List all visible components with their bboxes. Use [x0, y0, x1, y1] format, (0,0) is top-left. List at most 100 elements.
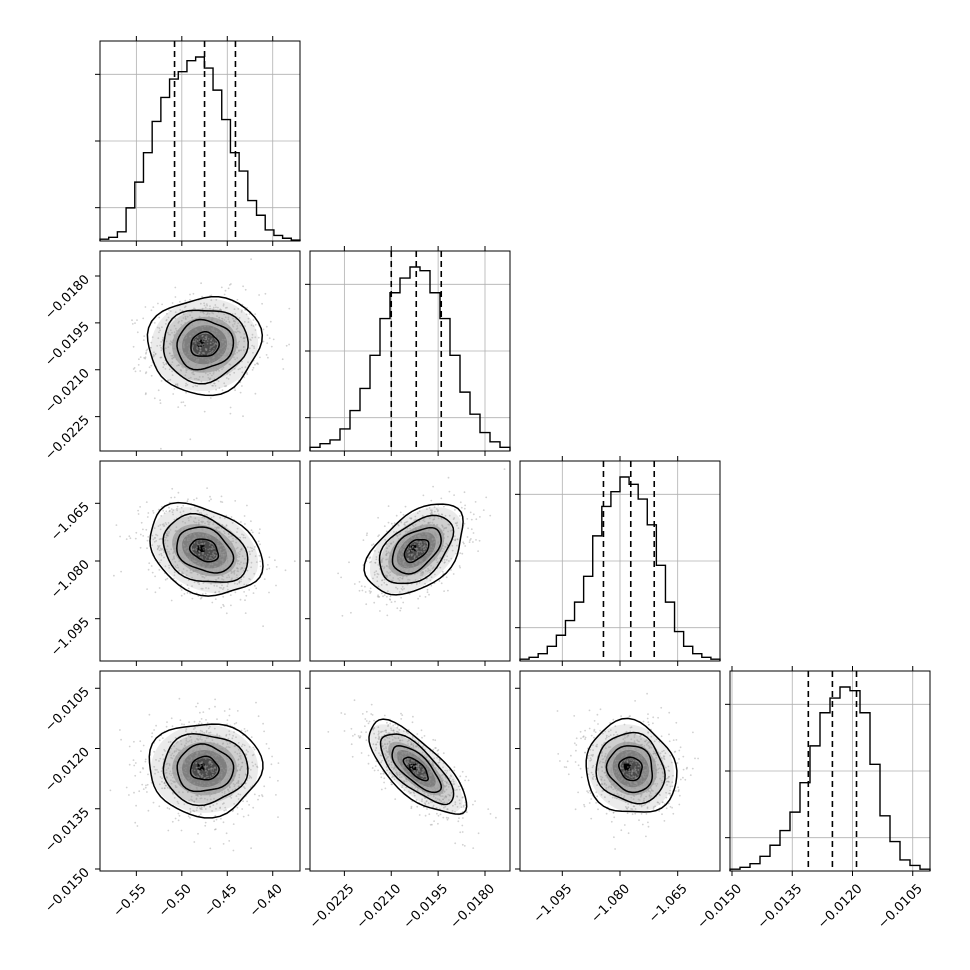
- scatter-point: [222, 331, 224, 333]
- scatter-point: [213, 356, 216, 359]
- scatter-point: [596, 713, 599, 716]
- scatter-point: [146, 547, 148, 550]
- scatter-point: [208, 731, 211, 734]
- scatter-point: [212, 804, 215, 806]
- scatter-point: [410, 744, 412, 746]
- scatter-point: [255, 701, 257, 704]
- scatter-point: [193, 307, 195, 310]
- scatter-point: [233, 350, 236, 353]
- scatter-point: [151, 534, 154, 537]
- scatter-point: [254, 392, 257, 395]
- scatter-point: [447, 786, 450, 788]
- scatter-point: [205, 567, 208, 570]
- scatter-point: [416, 535, 419, 537]
- scatter-point: [204, 592, 207, 595]
- scatter-point: [209, 307, 211, 310]
- scatter-point: [204, 547, 207, 550]
- scatter-point: [418, 564, 420, 567]
- scatter-point: [183, 557, 186, 560]
- scatter-point: [161, 737, 164, 739]
- scatter-point: [437, 784, 440, 786]
- scatter-point: [436, 812, 438, 815]
- scatter-point: [184, 359, 187, 361]
- scatter-point: [418, 814, 421, 816]
- scatter-point: [373, 571, 376, 574]
- scatter-point: [218, 566, 221, 569]
- scatter-point: [204, 769, 207, 772]
- scatter-point: [240, 745, 243, 748]
- scatter-point: [203, 304, 206, 307]
- scatter-point: [459, 501, 462, 504]
- scatter-point: [192, 340, 195, 343]
- scatter-point: [452, 573, 455, 575]
- scatter-point: [375, 743, 378, 746]
- scatter-point: [417, 772, 419, 775]
- scatter-point: [410, 535, 412, 538]
- scatter-point: [242, 576, 245, 578]
- scatter-point: [200, 718, 203, 720]
- scatter-point: [422, 546, 424, 549]
- scatter-point: [672, 774, 674, 777]
- scatter-point: [404, 543, 407, 546]
- scatter-point: [479, 516, 481, 518]
- scatter-point: [425, 554, 428, 557]
- scatter-point: [177, 322, 180, 324]
- scatter-point: [209, 798, 212, 801]
- scatter-point: [206, 784, 209, 787]
- scatter-point: [203, 782, 206, 785]
- scatter-point: [390, 542, 393, 545]
- scatter-point: [222, 578, 225, 581]
- scatter-point: [219, 563, 222, 566]
- scatter-point: [204, 522, 206, 525]
- scatter-point: [181, 545, 184, 547]
- scatter-point: [648, 723, 650, 726]
- scatter-point: [159, 547, 162, 550]
- scatter-point: [202, 520, 205, 523]
- scatter-point: [195, 564, 198, 567]
- scatter-point: [426, 537, 429, 539]
- scatter-point: [400, 712, 402, 715]
- scatter-point: [211, 350, 213, 353]
- scatter-point: [240, 548, 243, 551]
- scatter-point: [158, 587, 161, 589]
- scatter-point: [425, 800, 428, 803]
- scatter-point: [192, 548, 195, 551]
- scatter-point: [415, 563, 418, 565]
- scatter-point: [429, 782, 432, 785]
- scatter-point: [620, 829, 623, 832]
- scatter-point: [158, 561, 161, 564]
- scatter-point: [245, 371, 248, 374]
- scatter-point: [679, 746, 682, 749]
- scatter-point: [202, 343, 205, 345]
- scatter-point: [172, 552, 175, 554]
- scatter-point: [176, 384, 179, 386]
- scatter-point: [168, 553, 171, 555]
- scatter-point: [222, 550, 225, 553]
- scatter-point: [452, 778, 454, 781]
- scatter-point: [242, 346, 245, 348]
- scatter-point: [219, 548, 222, 551]
- scatter-point: [394, 600, 396, 603]
- scatter-point: [210, 583, 212, 585]
- scatter-point: [447, 476, 450, 479]
- scatter-point: [459, 802, 461, 805]
- scatter-point: [198, 550, 201, 553]
- scatter-point: [411, 762, 413, 765]
- scatter-point: [222, 560, 225, 562]
- scatter-point: [452, 780, 455, 783]
- scatter-point: [275, 566, 278, 568]
- scatter-point: [159, 537, 162, 540]
- scatter-point: [168, 564, 170, 567]
- scatter-point: [406, 520, 409, 523]
- scatter-point: [159, 528, 162, 531]
- scatter-point: [411, 537, 414, 540]
- scatter-point: [429, 548, 431, 551]
- scatter-point: [416, 733, 419, 735]
- scatter-point: [453, 769, 456, 772]
- scatter-point: [186, 353, 189, 356]
- scatter-point: [196, 542, 199, 544]
- scatter-point: [383, 581, 386, 584]
- scatter-point: [358, 589, 361, 592]
- scatter-point: [213, 371, 215, 373]
- scatter-point: [209, 847, 212, 850]
